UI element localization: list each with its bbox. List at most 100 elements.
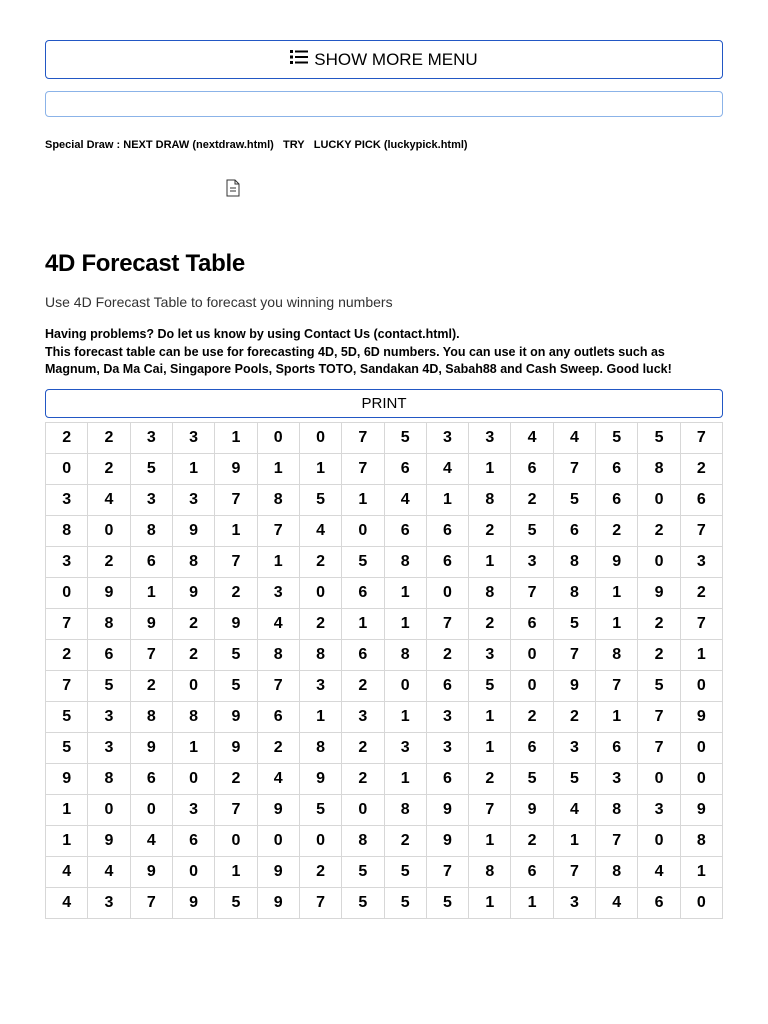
table-cell: 1 xyxy=(511,887,553,918)
table-cell: 3 xyxy=(638,794,680,825)
table-cell: 8 xyxy=(172,546,214,577)
table-cell: 7 xyxy=(342,453,384,484)
table-cell: 2 xyxy=(596,515,638,546)
table-cell: 4 xyxy=(553,794,595,825)
table-cell: 6 xyxy=(511,453,553,484)
table-cell: 9 xyxy=(257,887,299,918)
table-cell: 4 xyxy=(88,856,130,887)
table-row: 7892942117265127 xyxy=(46,608,723,639)
table-cell: 0 xyxy=(172,670,214,701)
lucky-pick-link[interactable]: LUCKY PICK (luckypick.html) xyxy=(314,139,468,151)
table-cell: 0 xyxy=(46,577,88,608)
table-cell: 6 xyxy=(638,887,680,918)
table-cell: 1 xyxy=(257,453,299,484)
table-cell: 6 xyxy=(426,763,468,794)
table-cell: 1 xyxy=(46,794,88,825)
table-cell: 6 xyxy=(342,639,384,670)
table-cell: 6 xyxy=(384,515,426,546)
table-cell: 7 xyxy=(638,701,680,732)
table-cell: 9 xyxy=(130,732,172,763)
table-cell: 6 xyxy=(88,639,130,670)
table-cell: 2 xyxy=(511,825,553,856)
table-row: 4490192557867841 xyxy=(46,856,723,887)
table-cell: 2 xyxy=(299,856,341,887)
table-cell: 0 xyxy=(257,422,299,453)
try-link[interactable]: TRY xyxy=(283,139,305,151)
table-cell: 7 xyxy=(596,670,638,701)
show-more-menu-button[interactable]: SHOW MORE MENU xyxy=(45,40,723,79)
table-cell: 5 xyxy=(130,453,172,484)
page-title: 4D Forecast Table xyxy=(45,250,723,278)
table-cell: 1 xyxy=(596,701,638,732)
table-cell: 3 xyxy=(680,546,722,577)
table-cell: 5 xyxy=(384,887,426,918)
table-cell: 4 xyxy=(257,608,299,639)
table-cell: 7 xyxy=(257,515,299,546)
table-cell: 9 xyxy=(172,577,214,608)
table-cell: 0 xyxy=(88,515,130,546)
table-cell: 1 xyxy=(384,701,426,732)
table-cell: 8 xyxy=(384,794,426,825)
table-cell: 1 xyxy=(342,608,384,639)
table-cell: 7 xyxy=(257,670,299,701)
table-cell: 1 xyxy=(469,825,511,856)
table-cell: 9 xyxy=(680,794,722,825)
table-cell: 7 xyxy=(596,825,638,856)
table-cell: 2 xyxy=(469,515,511,546)
table-cell: 5 xyxy=(342,856,384,887)
table-cell: 4 xyxy=(130,825,172,856)
table-cell: 3 xyxy=(342,701,384,732)
table-cell: 1 xyxy=(469,887,511,918)
table-cell: 7 xyxy=(215,484,257,515)
table-cell: 7 xyxy=(46,670,88,701)
table-cell: 9 xyxy=(596,546,638,577)
table-cell: 6 xyxy=(426,670,468,701)
table-cell: 0 xyxy=(511,670,553,701)
table-cell: 0 xyxy=(384,670,426,701)
table-cell: 3 xyxy=(426,422,468,453)
table-cell: 5 xyxy=(638,422,680,453)
list-icon xyxy=(290,49,308,70)
help-text: Having problems? Do let us know by using… xyxy=(45,326,723,379)
document-icon xyxy=(225,179,723,202)
table-cell: 5 xyxy=(342,887,384,918)
table-cell: 5 xyxy=(46,732,88,763)
table-cell: 5 xyxy=(511,763,553,794)
table-cell: 7 xyxy=(215,546,257,577)
table-cell: 1 xyxy=(130,577,172,608)
table-cell: 4 xyxy=(299,515,341,546)
table-cell: 8 xyxy=(384,639,426,670)
table-cell: 8 xyxy=(638,453,680,484)
table-cell: 2 xyxy=(384,825,426,856)
table-cell: 2 xyxy=(215,577,257,608)
table-cell: 0 xyxy=(638,763,680,794)
table-cell: 9 xyxy=(215,701,257,732)
table-cell: 1 xyxy=(469,453,511,484)
links-prefix: Special Draw : xyxy=(45,139,123,151)
empty-bar xyxy=(45,91,723,117)
table-cell: 8 xyxy=(596,856,638,887)
table-cell: 8 xyxy=(553,577,595,608)
table-cell: 0 xyxy=(46,453,88,484)
table-cell: 9 xyxy=(46,763,88,794)
table-cell: 5 xyxy=(638,670,680,701)
table-cell: 4 xyxy=(511,422,553,453)
table-cell: 8 xyxy=(130,515,172,546)
table-cell: 2 xyxy=(88,453,130,484)
table-row: 3433785141825606 xyxy=(46,484,723,515)
next-draw-link[interactable]: NEXT DRAW (nextdraw.html) xyxy=(123,139,274,151)
table-cell: 3 xyxy=(511,546,553,577)
table-cell: 4 xyxy=(553,422,595,453)
table-row: 2672588682307821 xyxy=(46,639,723,670)
subtitle: Use 4D Forecast Table to forecast you wi… xyxy=(45,294,723,310)
table-cell: 2 xyxy=(299,546,341,577)
table-cell: 9 xyxy=(130,856,172,887)
print-button[interactable]: PRINT xyxy=(45,389,723,418)
table-cell: 2 xyxy=(469,608,511,639)
table-cell: 1 xyxy=(172,732,214,763)
table-row: 7520573206509750 xyxy=(46,670,723,701)
table-cell: 1 xyxy=(299,701,341,732)
table-cell: 8 xyxy=(553,546,595,577)
table-cell: 3 xyxy=(469,639,511,670)
table-cell: 5 xyxy=(553,763,595,794)
